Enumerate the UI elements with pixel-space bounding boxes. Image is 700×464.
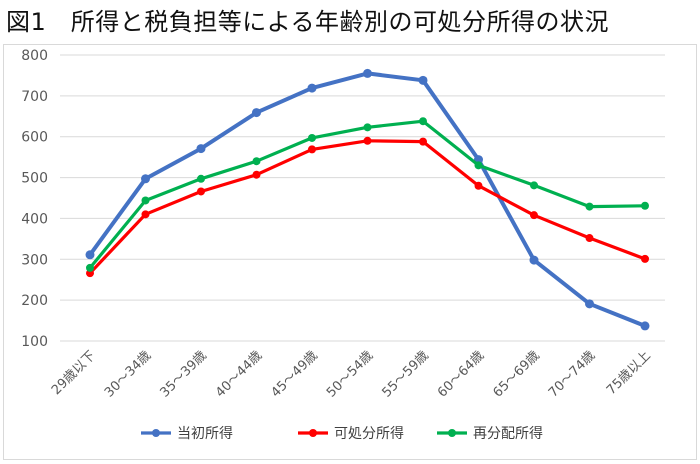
y-tick-label: 100 — [21, 334, 48, 350]
legend-label: 当初所得 — [177, 425, 233, 442]
data-point — [86, 263, 94, 272]
legend-item: 可処分所得 — [298, 425, 404, 442]
data-point — [363, 136, 372, 145]
data-point — [252, 108, 261, 118]
data-point — [474, 181, 483, 190]
legend-item: 当初所得 — [141, 425, 233, 442]
data-point — [474, 161, 483, 170]
x-tick-label: 70～74歳 — [546, 348, 598, 400]
series-layer — [85, 68, 650, 331]
y-tick-label: 300 — [21, 252, 48, 268]
x-tick-label: 50～54歳 — [324, 348, 376, 400]
data-point — [529, 255, 539, 265]
chart-frame — [3, 44, 697, 460]
data-point — [419, 117, 427, 126]
y-tick-label: 200 — [21, 293, 48, 309]
series-3 — [86, 117, 649, 272]
data-point — [252, 157, 261, 166]
y-tick-label: 500 — [21, 171, 48, 187]
legend-swatch-marker — [152, 429, 160, 437]
data-point — [585, 202, 594, 211]
data-point — [363, 68, 372, 78]
data-point — [141, 196, 150, 205]
x-tick-label: 75歳以上 — [604, 348, 654, 398]
legend: 当初所得 可処分所得 再分配所得 — [141, 425, 543, 442]
x-tick-label: 60～64歳 — [435, 348, 487, 400]
data-point — [530, 181, 538, 190]
data-point — [641, 254, 649, 263]
data-point — [308, 145, 316, 154]
data-point — [585, 234, 594, 243]
x-tick-label: 29歳以下 — [49, 348, 99, 398]
data-point — [530, 211, 538, 220]
data-point — [640, 321, 650, 331]
y-tick-label: 800 — [21, 48, 48, 64]
x-tick-label: 55～59歳 — [379, 348, 431, 400]
data-point — [141, 210, 150, 219]
legend-label: 再分配所得 — [473, 425, 543, 442]
data-point — [418, 75, 428, 85]
data-point — [197, 187, 205, 196]
data-point — [252, 170, 261, 179]
legend-label: 可処分所得 — [334, 425, 404, 442]
legend-swatch-marker — [309, 429, 317, 437]
series-line — [88, 139, 647, 275]
legend-swatch-marker — [448, 429, 456, 437]
series-line — [88, 71, 647, 328]
data-point — [641, 201, 649, 210]
y-tick-label: 600 — [21, 130, 48, 146]
legend-item: 再分配所得 — [437, 425, 543, 442]
y-tick-label: 400 — [21, 211, 48, 227]
x-tick-label: 45～49歳 — [268, 348, 320, 400]
y-tick-label: 700 — [21, 89, 48, 105]
page-title: 図1 所得と税負担等による年齢別の可処分所得の状況 — [6, 8, 610, 36]
data-point — [307, 83, 317, 93]
y-axis-ticks: 800 700 600 500 400 300 200 100 — [21, 48, 48, 350]
series-2 — [86, 136, 649, 278]
data-point — [585, 299, 594, 309]
x-tick-label: 40～44歳 — [213, 348, 265, 400]
data-point — [141, 174, 150, 184]
x-tick-label: 65～69歳 — [490, 348, 542, 400]
data-point — [363, 123, 372, 132]
data-point — [419, 137, 427, 146]
x-tick-label: 30～34歳 — [102, 348, 154, 400]
data-point — [85, 250, 95, 260]
gridlines — [60, 54, 665, 342]
series-1 — [85, 68, 650, 331]
x-axis-ticks: 29歳以下 30～34歳 35～39歳 40～44歳 45～49歳 50～54歳 55～59… — [49, 348, 654, 400]
data-point — [308, 133, 316, 142]
data-point — [197, 174, 205, 183]
x-tick-label: 35～39歳 — [157, 348, 209, 400]
data-point — [196, 144, 206, 154]
